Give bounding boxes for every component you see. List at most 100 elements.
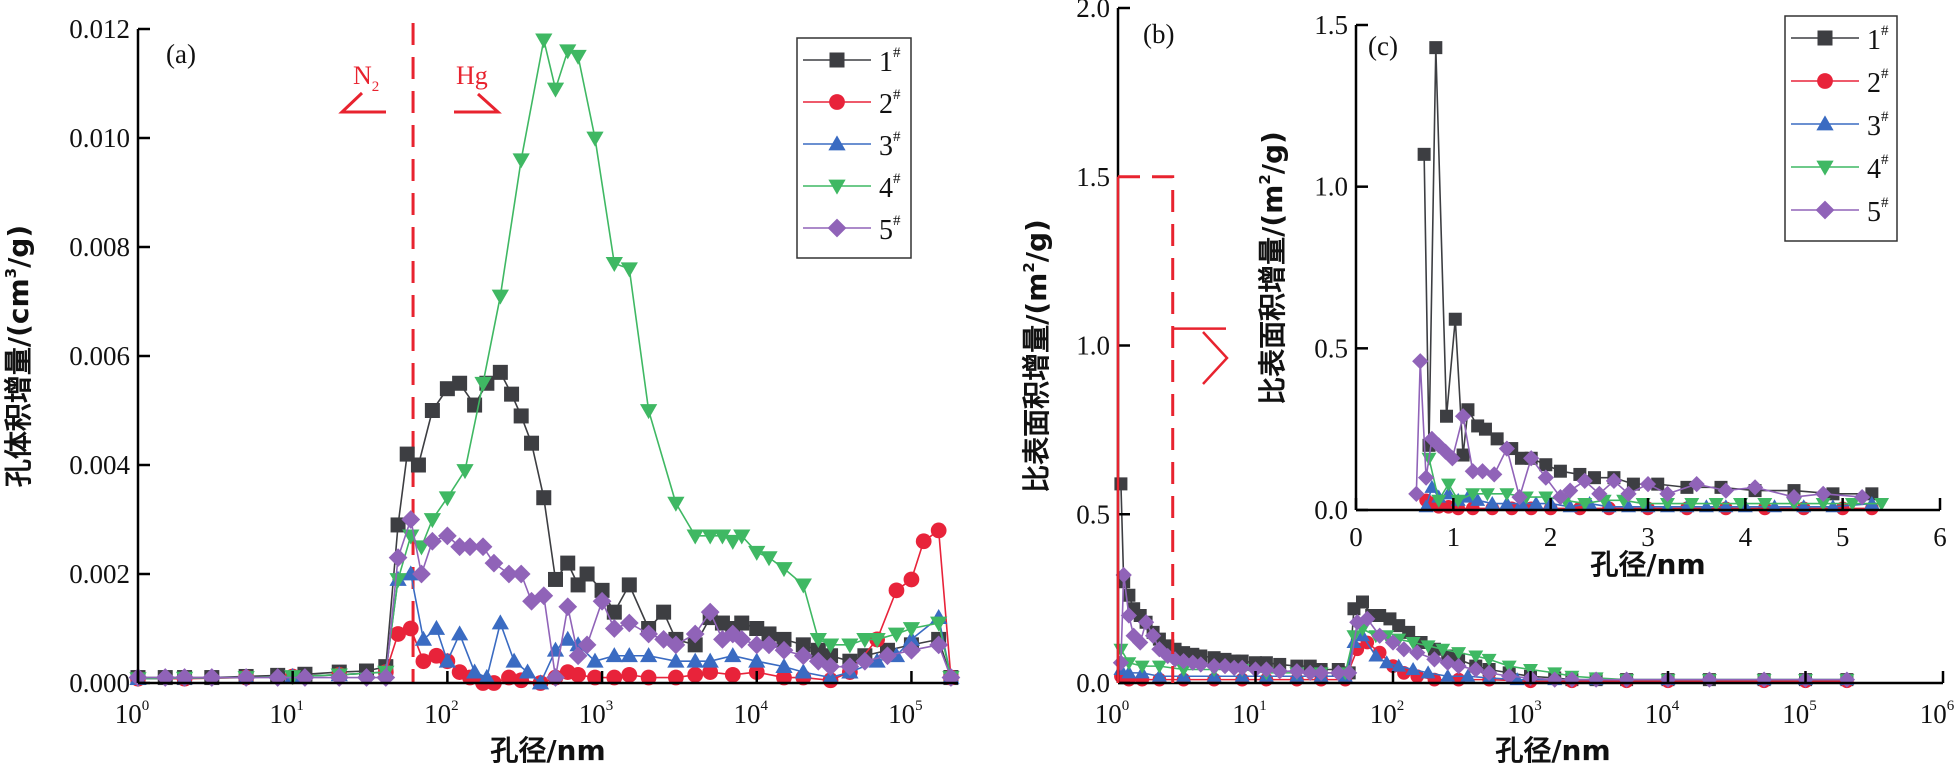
- data-point: [1576, 472, 1593, 490]
- data-point: [810, 642, 826, 658]
- data-point: [1302, 664, 1319, 681]
- series-line: [138, 371, 952, 679]
- data-point: [855, 651, 875, 671]
- legend-item: 3#: [1791, 109, 1889, 142]
- data-point: [687, 637, 703, 653]
- legend-label: 3#: [1867, 109, 1889, 142]
- data-point: [775, 658, 793, 674]
- y-axis-label: 比表面积增量/(m2/g): [1256, 131, 1289, 405]
- series-c-1: [1417, 41, 1879, 501]
- data-point: [1355, 595, 1369, 609]
- data-point: [724, 647, 742, 663]
- data-point: [747, 635, 767, 655]
- data-point: [410, 457, 426, 473]
- data-point: [1538, 491, 1554, 505]
- y-tick-label: 1.0: [1314, 172, 1348, 202]
- data-point: [794, 663, 812, 679]
- data-point: [415, 653, 432, 670]
- y-tick-label: 1.5: [1314, 10, 1348, 40]
- y-tick-label: 0.5: [1314, 333, 1348, 363]
- data-point: [1440, 668, 1456, 682]
- data-point: [1465, 488, 1481, 502]
- series-a-4: [129, 33, 960, 688]
- data-point: [903, 571, 920, 588]
- data-point: [776, 669, 792, 686]
- legend-item: 5#: [803, 213, 901, 246]
- data-point: [1688, 476, 1705, 493]
- data-point: [640, 669, 657, 686]
- data-point: [1815, 485, 1832, 502]
- series-a-1: [130, 364, 959, 686]
- data-point: [1151, 668, 1167, 682]
- data-point: [1330, 664, 1347, 681]
- x-tick-label: 102: [1370, 698, 1405, 729]
- data-point: [1312, 664, 1330, 681]
- y-tick-label: 0.000: [69, 668, 130, 698]
- data-point: [499, 564, 519, 584]
- legend-box: [1784, 15, 1898, 242]
- data-point: [452, 375, 468, 391]
- legend-label: 2#: [1867, 66, 1889, 99]
- data-point: [1371, 627, 1388, 644]
- data-point: [605, 647, 623, 663]
- data-point: [748, 652, 766, 668]
- data-point: [620, 262, 638, 278]
- data-point: [423, 531, 442, 551]
- data-point: [1120, 607, 1138, 624]
- x-tick-label: 105: [1782, 698, 1817, 729]
- legend-label: 1#: [879, 45, 901, 78]
- y-axis-label: 比表面积增量/(m2/g): [1020, 219, 1053, 493]
- x-tick-label: 103: [1507, 698, 1542, 729]
- data-point: [1151, 660, 1167, 674]
- data-point: [1373, 609, 1387, 622]
- data-point: [1451, 647, 1467, 661]
- data-point: [929, 635, 949, 655]
- data-point: [700, 602, 720, 622]
- data-point: [1426, 651, 1443, 668]
- legend-c: 1# 2# 3# 4# 5#: [1784, 15, 1898, 242]
- axes-a: 0.000 0.002 0.004 0.006 0.008 0.010 0.012 100 10…: [2, 14, 958, 767]
- data-point: [1537, 469, 1554, 486]
- data-point: [774, 640, 794, 660]
- data-point: [1470, 492, 1486, 506]
- data-point: [401, 510, 421, 529]
- legend-marker: [829, 94, 845, 110]
- x-axis-label: 孔径/nm: [1590, 548, 1705, 581]
- data-point: [1420, 640, 1436, 654]
- data-point: [1346, 630, 1362, 644]
- x-tick-label: 101: [1232, 698, 1267, 729]
- data-point: [546, 82, 565, 98]
- data-point: [795, 637, 811, 653]
- data-point: [1460, 668, 1476, 682]
- data-point: [460, 537, 480, 557]
- data-point: [547, 571, 563, 587]
- data-point: [1484, 496, 1500, 510]
- data-point: [1468, 650, 1484, 664]
- data-point: [438, 652, 456, 668]
- data-point: [594, 582, 610, 598]
- x-tick-label: 1: [1447, 522, 1461, 552]
- data-point: [579, 566, 595, 582]
- data-point: [1137, 614, 1155, 631]
- data-point: [427, 619, 446, 635]
- data-point: [1122, 588, 1136, 602]
- data-point: [868, 652, 886, 668]
- data-point: [412, 564, 431, 584]
- data-point: [518, 663, 537, 679]
- legend-item: 4#: [803, 171, 901, 204]
- n2-left-arrow-icon: [338, 91, 386, 114]
- data-point: [733, 529, 751, 545]
- data-point: [640, 647, 658, 663]
- data-point: [686, 529, 704, 545]
- data-point: [686, 652, 704, 668]
- y-tick-label: 0.006: [69, 341, 130, 371]
- data-point: [450, 537, 469, 557]
- data-point: [504, 386, 520, 402]
- data-point: [902, 622, 921, 638]
- data-point: [841, 638, 859, 654]
- data-point: [685, 624, 705, 644]
- data-point: [1258, 661, 1275, 678]
- data-point: [1405, 662, 1421, 676]
- zoom-region-box: [1118, 175, 1175, 683]
